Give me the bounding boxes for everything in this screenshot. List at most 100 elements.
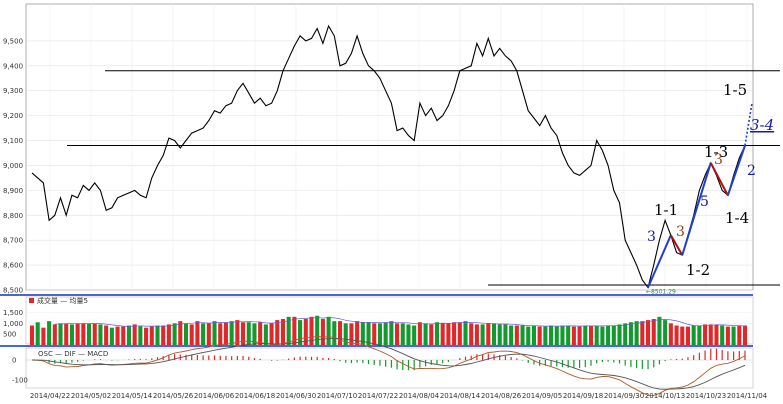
date-tick-label: 2014/06/30 — [276, 392, 316, 400]
volume-bar — [218, 323, 223, 345]
volume-bars: 成交量 — 均量5 1,500 1,000 500 — [3, 296, 753, 345]
volume-legend: 成交量 — 均量5 — [37, 296, 88, 305]
date-tick-label: 2014/09/05 — [522, 392, 562, 400]
volume-bar — [389, 321, 394, 345]
wave-correction-line — [709, 162, 729, 196]
volume-bar — [685, 326, 690, 345]
price-series: ←8501.29 — [31, 24, 746, 296]
date-tick-label: 2014/06/18 — [235, 392, 275, 400]
volume-bar — [121, 326, 126, 345]
low-price-label: ←8501.29 — [646, 289, 676, 296]
volume-bar — [566, 325, 571, 345]
wave-label: 3 — [714, 152, 723, 168]
date-tick-label: 2014/08/04 — [399, 392, 440, 400]
macd-panel-frame — [25, 347, 754, 389]
date-tick-label: 2014/07/10 — [317, 392, 357, 400]
volume-bar — [109, 327, 114, 345]
volume-bar — [531, 325, 536, 345]
volume-bar — [263, 324, 268, 345]
volume-bar — [201, 323, 206, 345]
volume-tick-label: 1,500 — [3, 309, 23, 317]
price-axis-ticks: 9,500 9,400 9,300 9,200 9,100 9,000 8,900 8,800… — [3, 37, 23, 294]
volume-bar — [223, 322, 228, 345]
volume-bar — [691, 325, 696, 345]
volume-bar — [383, 322, 388, 345]
date-tick-label: 2014/04/22 — [30, 392, 70, 400]
volume-bar — [708, 324, 713, 345]
date-tick-label: 2014/06/06 — [194, 392, 235, 400]
volume-bar — [594, 325, 599, 345]
wave-label: 3-4 — [750, 116, 774, 134]
volume-bar — [81, 323, 86, 345]
volume-bar — [731, 326, 736, 345]
volume-bar — [429, 324, 434, 345]
volume-bar — [189, 324, 194, 345]
volume-bar — [457, 322, 462, 345]
volume-bar — [69, 324, 74, 345]
volume-bar — [309, 316, 314, 345]
volume-bar — [617, 324, 622, 345]
price-tick-label: 9,200 — [3, 112, 23, 120]
wave-label: 1-2 — [686, 261, 710, 279]
volume-bar — [406, 324, 411, 345]
volume-bar — [600, 326, 605, 345]
volume-bar — [166, 324, 171, 345]
volume-bar — [474, 324, 479, 345]
wave-label: 5 — [700, 194, 709, 210]
volume-bar — [537, 326, 542, 345]
volume-bar — [195, 321, 200, 345]
volume-bar — [138, 326, 143, 345]
volume-bar — [292, 316, 297, 345]
volume-bar — [412, 325, 417, 345]
macd-tick-label: -100 — [12, 377, 28, 385]
volume-bar — [235, 320, 240, 345]
volume-tick-label: 500 — [3, 331, 16, 339]
volume-bar — [520, 325, 525, 345]
volume-bar — [560, 325, 565, 345]
wave-projection-line — [744, 102, 753, 146]
volume-bar — [269, 323, 274, 345]
volume-bar — [87, 323, 92, 345]
volume-bar — [229, 321, 234, 345]
volume-bar — [178, 321, 183, 345]
volume-bar — [41, 327, 46, 345]
volume-bar — [298, 320, 303, 345]
price-panel-frame — [25, 3, 754, 291]
volume-bar — [549, 325, 554, 345]
volume-bar — [246, 322, 251, 345]
volume-bar — [395, 323, 400, 345]
volume-bar — [52, 324, 57, 345]
volume-bar — [640, 321, 645, 345]
volume-bar — [623, 323, 628, 345]
volume-average-line — [54, 317, 746, 327]
date-tick-label: 2014/10/13 — [645, 392, 685, 400]
volume-bar — [258, 322, 263, 345]
volume-bar — [332, 321, 337, 345]
wave-label: 3 — [647, 229, 656, 245]
price-tick-label: 8,600 — [3, 262, 23, 270]
date-tick-label: 2014/05/26 — [153, 392, 194, 400]
volume-bar — [720, 325, 725, 345]
volume-bar — [503, 324, 508, 345]
volume-bar — [98, 324, 103, 345]
volume-bar — [400, 323, 405, 345]
volume-bar — [583, 325, 588, 345]
date-axis: 2014/04/22 2014/05/02 2014/05/14 2014/05/26… — [30, 392, 768, 400]
wave-impulse-line — [647, 234, 672, 288]
volume-bar — [423, 323, 428, 345]
date-tick-label: 2014/10/23 — [686, 392, 726, 400]
volume-bar — [326, 316, 331, 345]
price-line — [31, 24, 746, 289]
date-tick-label: 2014/09/18 — [563, 392, 603, 400]
volume-bar — [674, 325, 679, 345]
volume-bar — [611, 325, 616, 345]
volume-bar — [571, 326, 576, 345]
volume-bar — [206, 323, 211, 345]
volume-bar — [446, 323, 451, 345]
volume-bar — [64, 323, 69, 345]
volume-bar — [212, 321, 217, 345]
volume-bar — [104, 325, 109, 345]
volume-bar — [577, 326, 582, 345]
